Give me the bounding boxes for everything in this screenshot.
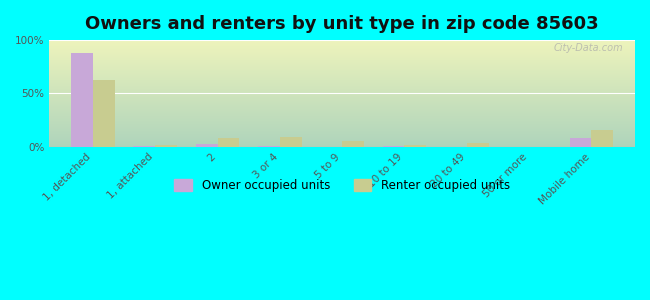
Bar xyxy=(592,130,613,147)
Legend: Owner occupied units, Renter occupied units: Owner occupied units, Renter occupied un… xyxy=(170,174,515,196)
Bar xyxy=(404,145,426,147)
Title: Owners and renters by unit type in zip code 85603: Owners and renters by unit type in zip c… xyxy=(85,15,599,33)
Text: City-Data.com: City-Data.com xyxy=(554,43,623,53)
Bar xyxy=(280,137,302,147)
Bar xyxy=(71,53,93,147)
Bar xyxy=(258,146,280,147)
Bar xyxy=(133,146,155,147)
Bar xyxy=(93,80,115,147)
Bar xyxy=(342,141,364,147)
Bar xyxy=(467,142,489,147)
Bar xyxy=(383,146,404,147)
Bar xyxy=(155,145,177,147)
Bar xyxy=(196,144,218,147)
Bar xyxy=(569,138,592,147)
Bar xyxy=(218,138,239,147)
